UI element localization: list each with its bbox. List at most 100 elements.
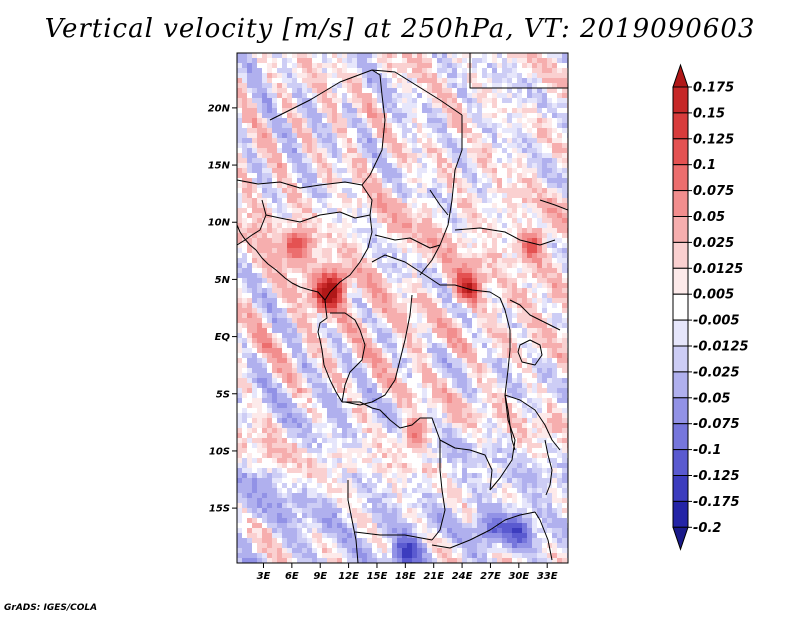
field-cell	[337, 323, 342, 328]
field-cell	[412, 358, 417, 363]
field-cell	[542, 268, 547, 273]
field-cell	[327, 118, 332, 123]
field-cell	[462, 413, 467, 418]
field-cell	[237, 248, 242, 253]
field-cell	[427, 348, 432, 353]
field-cell	[312, 148, 317, 153]
field-cell	[277, 138, 282, 143]
field-cell	[382, 408, 387, 413]
field-cell	[482, 288, 487, 293]
field-cell	[502, 88, 507, 93]
field-cell	[267, 388, 272, 393]
field-cell	[442, 228, 447, 233]
field-cell	[422, 288, 427, 293]
field-cell	[307, 333, 312, 338]
field-cell	[507, 413, 512, 418]
field-cell	[497, 148, 502, 153]
field-cell	[352, 328, 357, 333]
field-cell	[437, 323, 442, 328]
field-cell	[492, 273, 497, 278]
field-cell	[467, 408, 472, 413]
field-cell	[367, 363, 372, 368]
field-cell	[387, 183, 392, 188]
field-cell	[247, 133, 252, 138]
field-cell	[267, 358, 272, 363]
field-cell	[337, 168, 342, 173]
field-cell	[287, 288, 292, 293]
field-cell	[367, 343, 372, 348]
field-cell	[447, 88, 452, 93]
field-cell	[337, 368, 342, 373]
field-cell	[412, 88, 417, 93]
field-cell	[472, 188, 477, 193]
field-cell	[322, 283, 327, 288]
field-cell	[297, 203, 302, 208]
field-cell	[267, 238, 272, 243]
field-cell	[412, 373, 417, 378]
field-cell	[562, 123, 567, 128]
field-cell	[412, 63, 417, 68]
field-cell	[357, 398, 362, 403]
field-cell	[397, 183, 402, 188]
field-cell	[342, 198, 347, 203]
field-cell	[337, 373, 342, 378]
field-cell	[347, 393, 352, 398]
field-cell	[462, 318, 467, 323]
field-cell	[322, 338, 327, 343]
field-cell	[252, 328, 257, 333]
field-cell	[427, 58, 432, 63]
field-cell	[517, 273, 522, 278]
field-cell	[532, 108, 537, 113]
field-cell	[462, 143, 467, 148]
field-cell	[472, 178, 477, 183]
field-cell	[252, 243, 257, 248]
field-cell	[507, 113, 512, 118]
field-cell	[377, 343, 382, 348]
field-cell	[307, 423, 312, 428]
field-cell	[327, 408, 332, 413]
field-cell	[467, 243, 472, 248]
field-cell	[237, 333, 242, 338]
field-cell	[417, 123, 422, 128]
field-cell	[317, 308, 322, 313]
field-cell	[352, 168, 357, 173]
field-cell	[272, 398, 277, 403]
field-cell	[422, 323, 427, 328]
field-cell	[322, 58, 327, 63]
field-cell	[522, 368, 527, 373]
field-cell	[417, 168, 422, 173]
field-cell	[512, 173, 517, 178]
field-cell	[517, 73, 522, 78]
field-cell	[367, 388, 372, 393]
field-cell	[302, 323, 307, 328]
field-cell	[377, 88, 382, 93]
field-cell	[347, 68, 352, 73]
field-cell	[397, 218, 402, 223]
field-cell	[432, 183, 437, 188]
field-cell	[557, 193, 562, 198]
field-cell	[477, 253, 482, 258]
field-cell	[507, 388, 512, 393]
field-cell	[437, 318, 442, 323]
field-cell	[512, 68, 517, 73]
field-cell	[552, 178, 557, 183]
field-cell	[557, 388, 562, 393]
field-cell	[562, 93, 567, 98]
field-cell	[422, 163, 427, 168]
field-cell	[562, 323, 567, 328]
field-cell	[547, 193, 552, 198]
field-cell	[342, 193, 347, 198]
field-cell	[372, 208, 377, 213]
field-cell	[407, 113, 412, 118]
field-cell	[347, 328, 352, 333]
field-cell	[562, 198, 567, 203]
field-cell	[482, 383, 487, 388]
field-cell	[527, 373, 532, 378]
field-cell	[552, 273, 557, 278]
field-cell	[447, 228, 452, 233]
field-cell	[557, 258, 562, 263]
field-cell	[527, 353, 532, 358]
field-cell	[557, 183, 562, 188]
field-cell	[457, 308, 462, 313]
field-cell	[312, 143, 317, 148]
